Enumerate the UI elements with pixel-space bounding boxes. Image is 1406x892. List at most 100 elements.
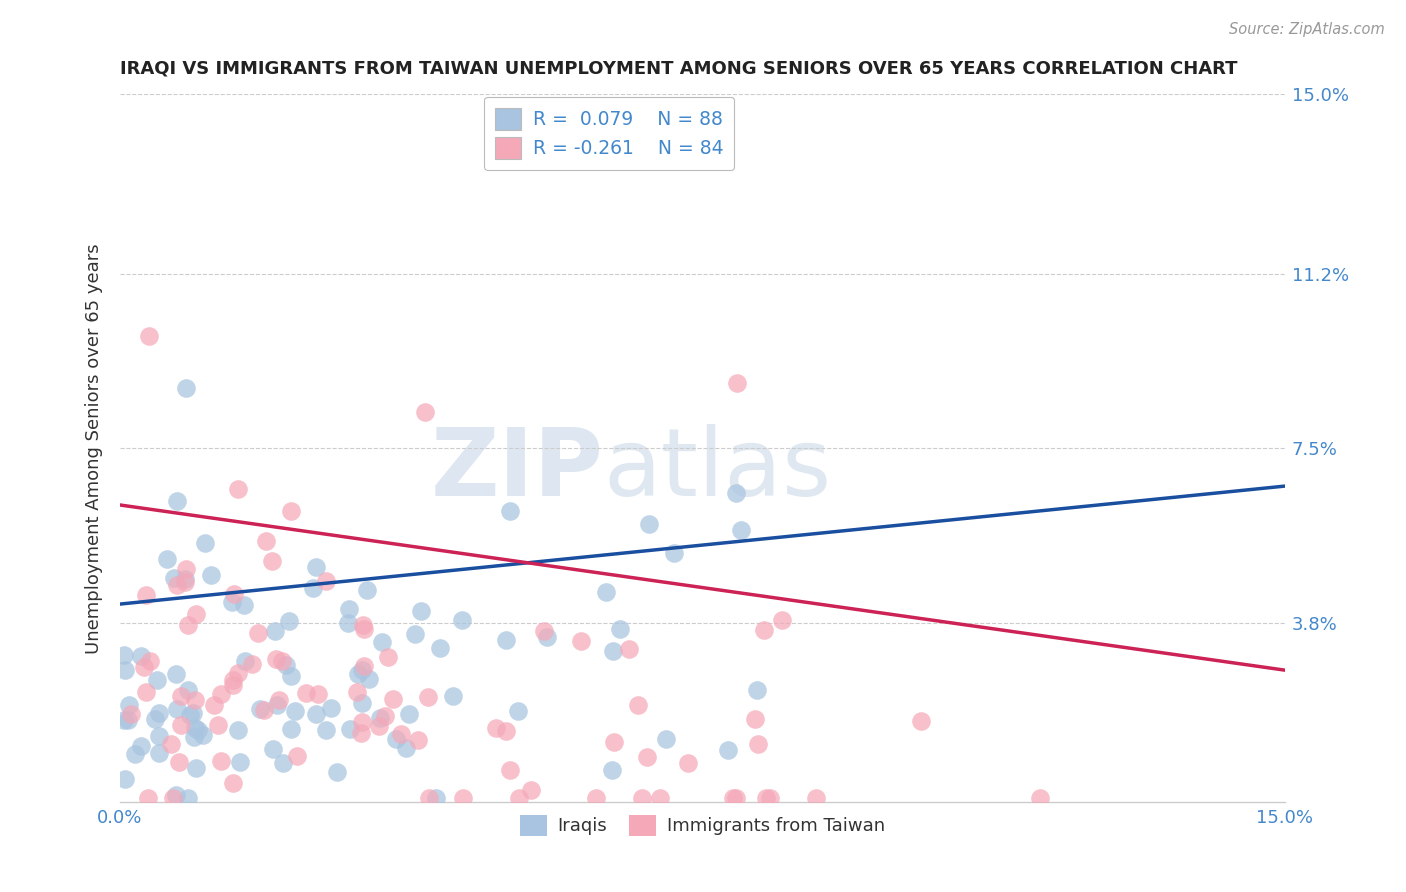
Point xyxy=(163,572,186,586)
Point xyxy=(755,790,778,805)
Point xyxy=(418,790,440,805)
Point xyxy=(240,657,263,671)
Point xyxy=(451,790,474,805)
Point xyxy=(347,666,370,681)
Point xyxy=(654,731,676,746)
Point xyxy=(406,733,429,747)
Point xyxy=(326,765,349,780)
Point xyxy=(394,741,416,756)
Point xyxy=(650,790,672,805)
Point xyxy=(617,642,640,657)
Point xyxy=(910,714,932,729)
Point xyxy=(249,702,271,716)
Point xyxy=(631,790,654,805)
Point xyxy=(114,772,136,786)
Point xyxy=(174,381,197,395)
Point xyxy=(124,747,146,762)
Point xyxy=(129,648,152,663)
Point xyxy=(112,714,135,728)
Point xyxy=(302,582,325,596)
Point xyxy=(304,706,326,721)
Point xyxy=(221,673,243,687)
Point xyxy=(730,524,752,538)
Point xyxy=(315,723,337,737)
Point xyxy=(595,585,617,599)
Point xyxy=(264,624,287,639)
Point xyxy=(499,763,522,777)
Point xyxy=(398,706,420,721)
Point xyxy=(346,685,368,699)
Text: atlas: atlas xyxy=(603,424,831,516)
Point xyxy=(183,730,205,744)
Point xyxy=(254,533,277,548)
Point xyxy=(337,602,360,616)
Point xyxy=(264,651,287,665)
Point xyxy=(136,790,159,805)
Point xyxy=(177,790,200,805)
Point xyxy=(506,704,529,718)
Point xyxy=(224,587,246,601)
Point xyxy=(253,702,276,716)
Point xyxy=(200,567,222,582)
Point xyxy=(271,756,294,771)
Point xyxy=(280,504,302,518)
Point xyxy=(183,693,205,707)
Point xyxy=(350,726,373,740)
Point xyxy=(167,756,190,770)
Point xyxy=(120,706,142,721)
Point xyxy=(155,552,177,566)
Point xyxy=(129,739,152,753)
Point xyxy=(305,559,328,574)
Point xyxy=(170,689,193,703)
Point xyxy=(209,754,232,768)
Point xyxy=(352,663,374,677)
Text: IRAQI VS IMMIGRANTS FROM TAIWAN UNEMPLOYMENT AMONG SENIORS OVER 65 YEARS CORRELA: IRAQI VS IMMIGRANTS FROM TAIWAN UNEMPLOY… xyxy=(120,60,1237,78)
Point xyxy=(336,615,359,630)
Point xyxy=(226,723,249,737)
Point xyxy=(146,673,169,687)
Point xyxy=(569,634,592,648)
Point xyxy=(187,723,209,737)
Point xyxy=(752,623,775,637)
Text: Source: ZipAtlas.com: Source: ZipAtlas.com xyxy=(1229,22,1385,37)
Legend: Iraqis, Immigrants from Taiwan: Iraqis, Immigrants from Taiwan xyxy=(512,807,893,843)
Point xyxy=(353,622,375,636)
Point xyxy=(368,711,391,725)
Point xyxy=(339,723,361,737)
Point xyxy=(636,749,658,764)
Point xyxy=(270,654,292,668)
Point xyxy=(429,640,451,655)
Point xyxy=(662,546,685,560)
Point xyxy=(135,588,157,602)
Point xyxy=(533,624,555,638)
Point xyxy=(221,594,243,608)
Point xyxy=(184,761,207,775)
Point xyxy=(294,686,316,700)
Point xyxy=(284,704,307,718)
Point xyxy=(585,790,607,805)
Point xyxy=(307,687,329,701)
Point xyxy=(207,718,229,732)
Point xyxy=(260,554,283,568)
Y-axis label: Unemployment Among Seniors over 65 years: Unemployment Among Seniors over 65 years xyxy=(86,243,103,654)
Point xyxy=(350,696,373,710)
Point xyxy=(222,776,245,790)
Point xyxy=(717,743,740,757)
Point xyxy=(723,790,745,805)
Point xyxy=(226,482,249,496)
Point xyxy=(602,644,624,658)
Point xyxy=(135,684,157,698)
Point xyxy=(377,650,399,665)
Point xyxy=(319,701,342,715)
Point xyxy=(725,790,748,805)
Point xyxy=(174,572,197,586)
Point xyxy=(209,687,232,701)
Point xyxy=(117,713,139,727)
Point xyxy=(759,790,782,805)
Point xyxy=(148,730,170,744)
Point xyxy=(389,727,412,741)
Point xyxy=(637,516,659,531)
Point xyxy=(495,632,517,647)
Point xyxy=(274,658,297,673)
Point xyxy=(357,672,380,686)
